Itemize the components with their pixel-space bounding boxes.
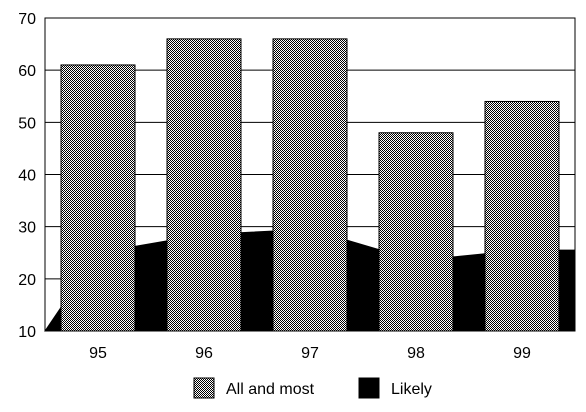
plot-frame <box>44 17 576 332</box>
bars-layer <box>60 38 560 332</box>
x-tick-label: 97 <box>301 345 319 362</box>
y-tick-label: 30 <box>18 220 36 237</box>
y-tick-label: 10 <box>18 324 36 341</box>
y-tick-label: 60 <box>18 63 36 80</box>
bar-all-and-most <box>484 100 560 332</box>
x-tick-label: 95 <box>89 345 107 362</box>
bar-all-and-most <box>272 38 348 332</box>
legend: All and most Likely <box>193 377 432 399</box>
legend-swatch-all-and-most <box>193 377 215 399</box>
bar-all-and-most <box>166 38 242 332</box>
x-tick-label: 96 <box>195 345 213 362</box>
legend-swatch-likely <box>358 377 380 399</box>
legend-label-all-and-most: All and most <box>226 381 315 398</box>
legend-label-likely: Likely <box>391 381 432 398</box>
axes: 10 20 30 40 50 60 70 95 96 97 98 99 <box>18 11 576 362</box>
x-tick-label: 99 <box>513 345 531 362</box>
x-tick-label: 98 <box>407 345 425 362</box>
y-tick-label: 40 <box>18 168 36 185</box>
y-tick-label: 70 <box>18 11 36 28</box>
y-tick-label: 50 <box>18 115 36 132</box>
bar-all-and-most <box>60 64 136 332</box>
y-tick-label: 20 <box>18 272 36 289</box>
bar-all-and-most <box>378 132 454 332</box>
